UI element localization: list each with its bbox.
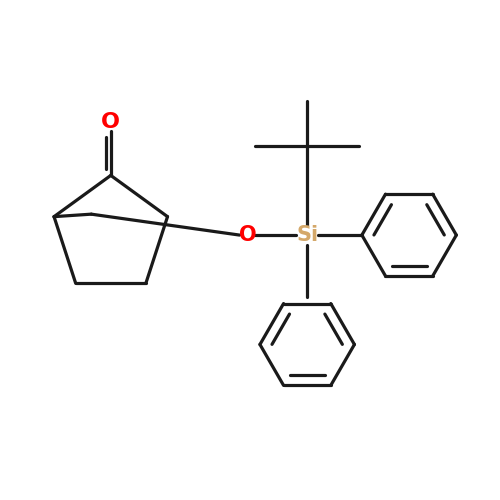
Text: Si: Si [296, 225, 318, 245]
Text: O: O [102, 112, 120, 132]
Text: O: O [238, 225, 256, 245]
